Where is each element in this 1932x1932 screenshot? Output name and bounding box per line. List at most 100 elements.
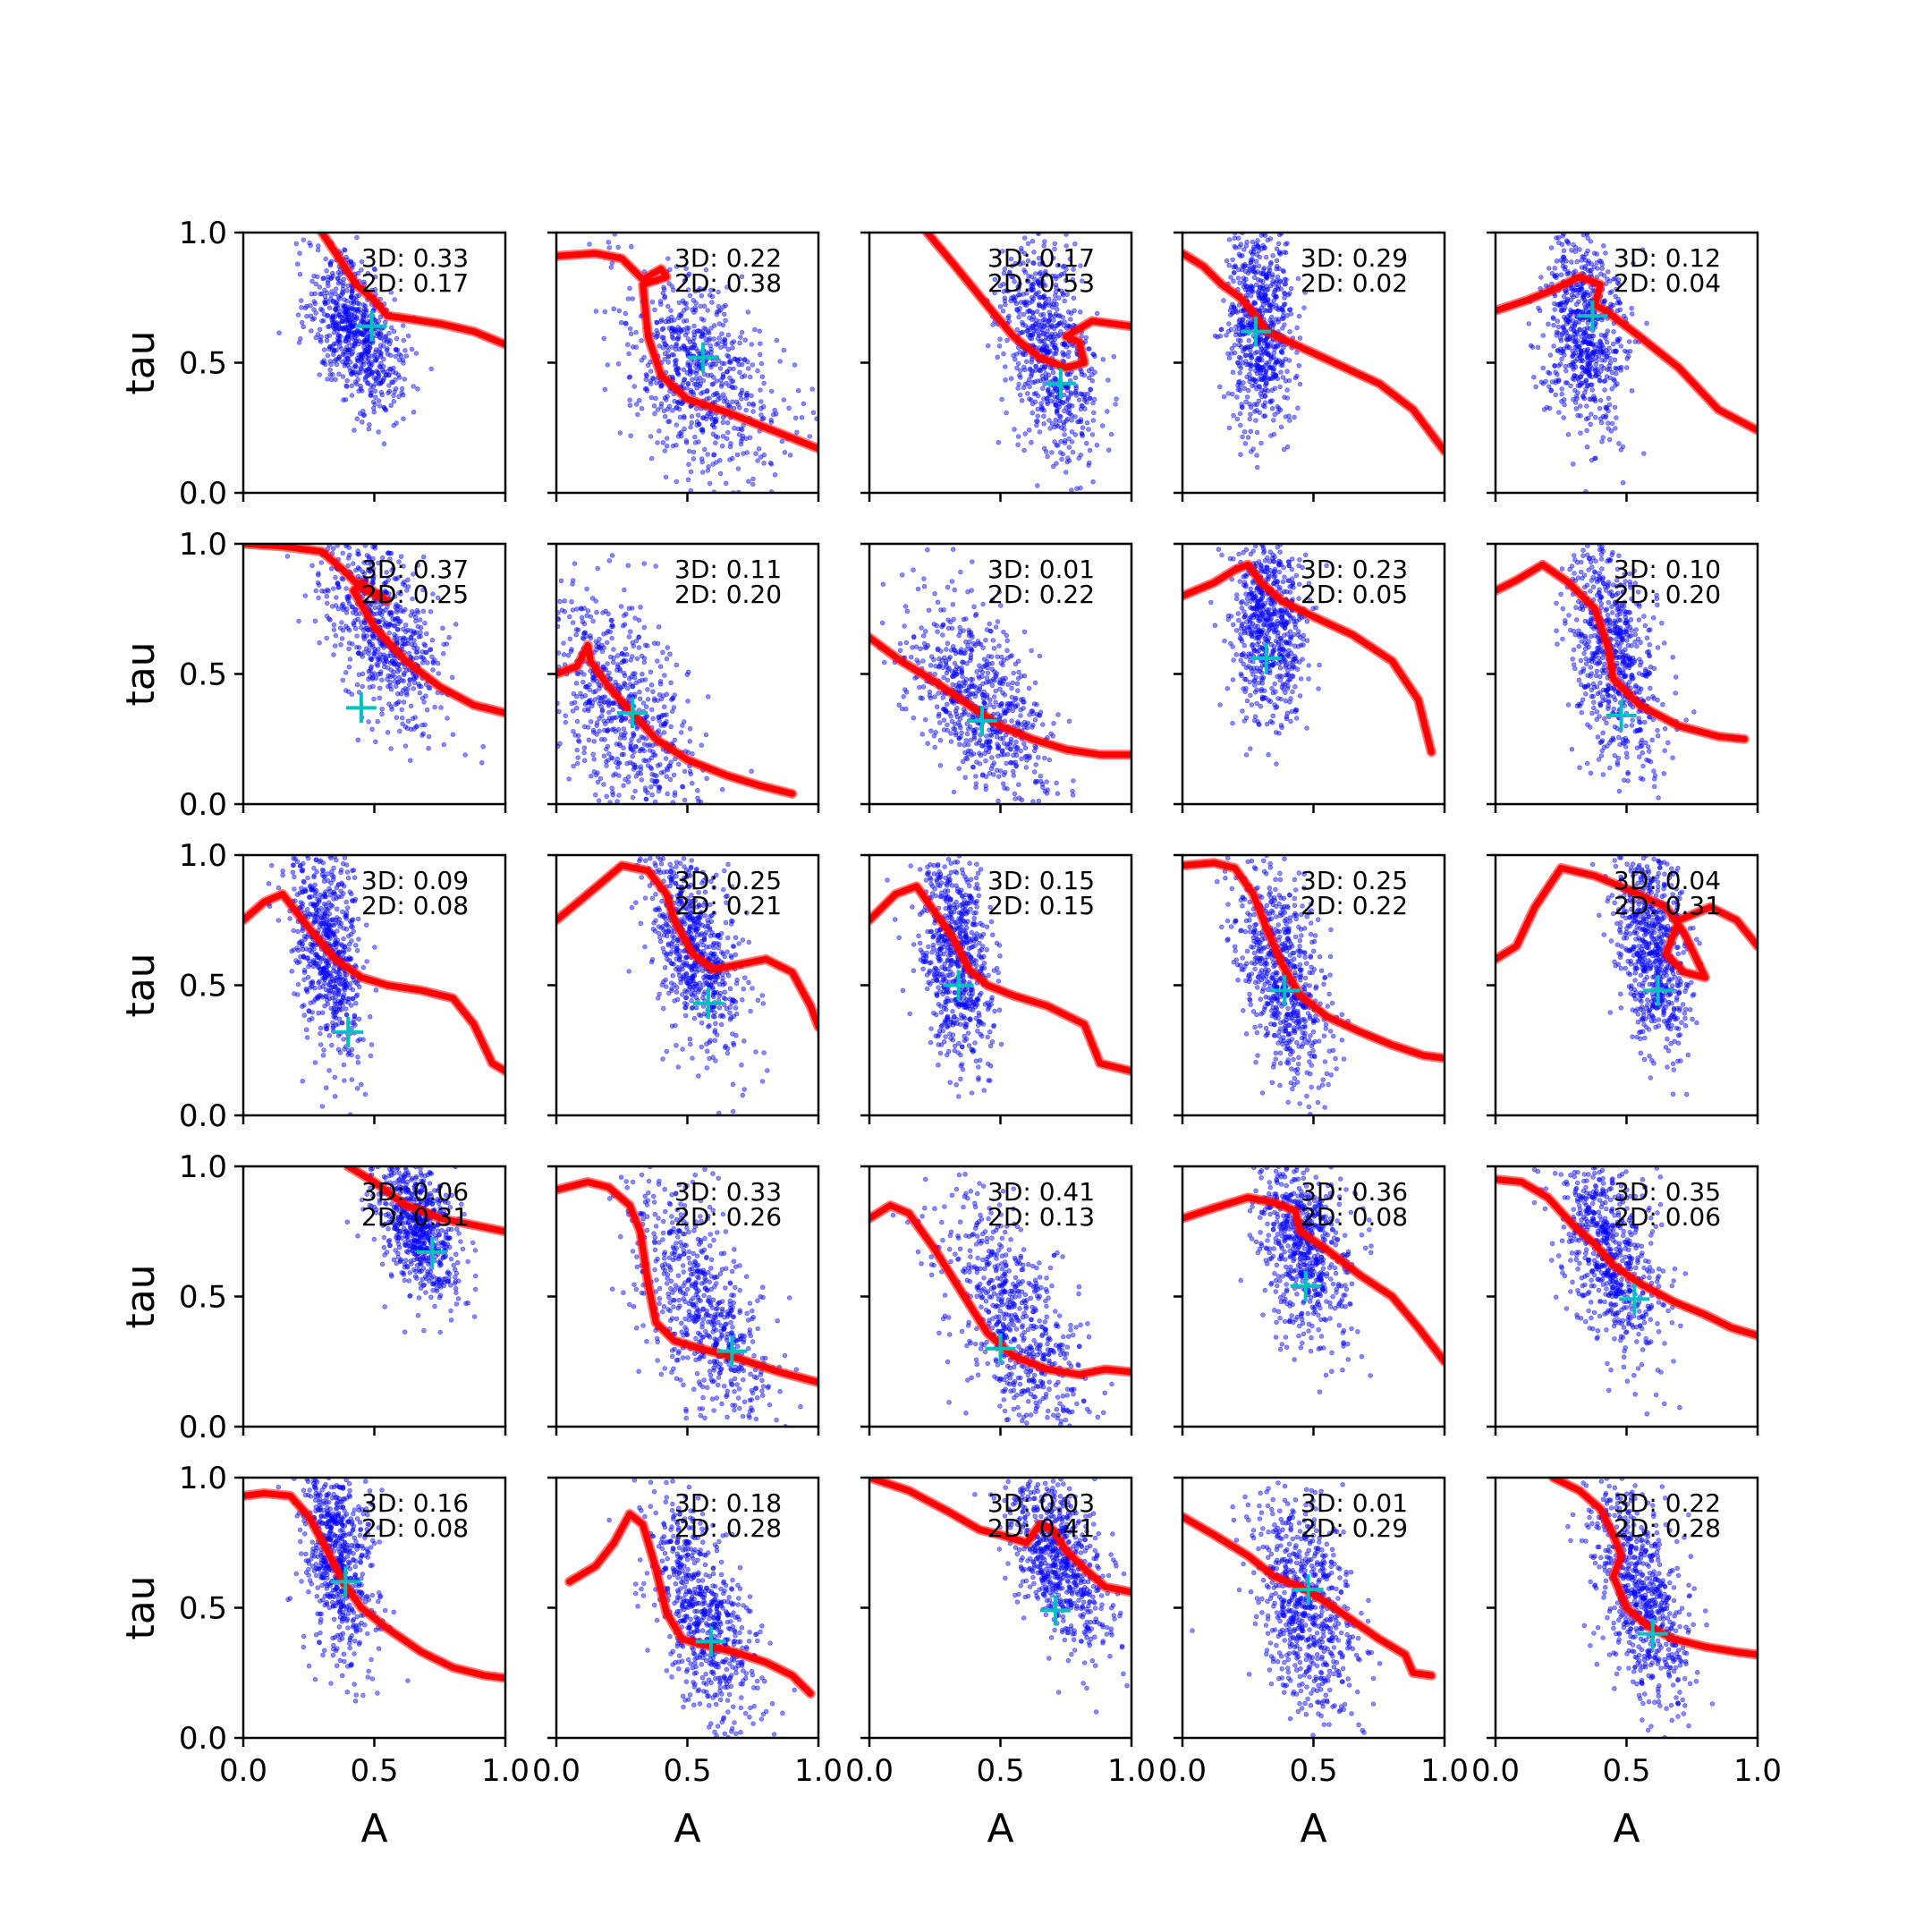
sample-point (652, 781, 657, 787)
sample-point (585, 706, 591, 711)
sample-point (585, 608, 591, 614)
sample-point (367, 556, 372, 562)
sample-point (705, 308, 710, 313)
sample-point (297, 272, 303, 277)
sample-point (1236, 323, 1241, 328)
sample-point (1584, 365, 1589, 370)
sample-point (1061, 419, 1066, 425)
sample-point (665, 394, 670, 399)
sample-point (633, 329, 639, 335)
sample-point (703, 416, 709, 422)
sample-point (1027, 384, 1032, 389)
sample-point (1221, 394, 1227, 400)
sample-point (640, 677, 645, 683)
sample-point (660, 440, 665, 445)
sample-point (1020, 322, 1026, 327)
sample-point (1038, 326, 1043, 333)
sample-point (353, 567, 359, 573)
sample-point (759, 374, 765, 379)
sample-point (358, 365, 364, 371)
sample-point (689, 413, 695, 419)
sample-point (575, 755, 580, 760)
sample-point (719, 331, 724, 336)
sample-point (684, 672, 690, 677)
sample-point (1011, 670, 1016, 676)
sample-point (1023, 299, 1030, 304)
sample-point (1260, 302, 1267, 308)
sample-point (707, 292, 713, 298)
sample-point (993, 688, 998, 694)
sample-point (302, 305, 309, 311)
sample-point (636, 738, 641, 743)
sample-point (1269, 406, 1275, 411)
sample-point (1589, 396, 1594, 402)
sample-point (1558, 338, 1564, 343)
sample-point (640, 735, 646, 741)
sample-point (1288, 311, 1294, 317)
sample-point (402, 672, 407, 678)
sample-point (371, 696, 377, 702)
sample-point (1569, 259, 1574, 265)
sample-point (741, 451, 746, 456)
sample-point (1022, 367, 1028, 373)
sample-point (1286, 413, 1292, 419)
sample-point (317, 372, 322, 377)
sample-point (1615, 337, 1622, 343)
sample-point (1062, 352, 1067, 357)
sample-point (685, 360, 691, 366)
sample-point (605, 362, 610, 368)
sample-point (365, 271, 371, 276)
sample-point (419, 683, 424, 690)
sample-point (1267, 265, 1272, 270)
sample-point (673, 346, 679, 352)
sample-point (1091, 352, 1097, 358)
sample-point (639, 777, 644, 783)
sample-point (655, 407, 661, 412)
sample-point (622, 735, 627, 741)
sample-point (378, 353, 384, 360)
sample-point (370, 566, 377, 572)
sample-point (999, 396, 1004, 402)
sample-point (674, 479, 679, 485)
sample-point (609, 617, 614, 623)
sample-point (1558, 301, 1564, 306)
sample-point (1631, 260, 1636, 267)
sample-point (654, 327, 659, 334)
sample-point (301, 237, 306, 242)
sample-point (965, 751, 970, 757)
sample-point (1599, 439, 1605, 445)
sample-point (321, 318, 326, 324)
score-2d-label: 2D: 0.17 (361, 268, 469, 298)
sample-point (1038, 407, 1045, 412)
sample-point (601, 718, 606, 724)
sample-point (1078, 419, 1084, 425)
sample-point (604, 640, 610, 646)
sample-point (1284, 387, 1290, 393)
sample-point (1083, 441, 1089, 446)
sample-point (420, 655, 426, 660)
sample-point (1033, 271, 1038, 276)
sample-point (590, 751, 596, 757)
sample-point (630, 344, 636, 350)
sample-point (1240, 434, 1245, 440)
sample-point (1041, 364, 1047, 369)
sample-point (1621, 313, 1627, 318)
sample-point (1060, 400, 1066, 406)
sample-point (1238, 242, 1244, 247)
sample-point (441, 650, 446, 657)
sample-point (1271, 366, 1276, 372)
sample-point (683, 301, 689, 306)
sample-point (1580, 287, 1585, 292)
sample-point (618, 732, 624, 737)
sample-point (352, 428, 357, 433)
sample-point (1226, 321, 1232, 326)
sample-point (1262, 394, 1268, 399)
sample-point (665, 419, 671, 424)
sample-point (388, 613, 394, 618)
sample-point (570, 581, 575, 587)
sample-point (1603, 250, 1608, 256)
sample-point (446, 634, 452, 640)
sample-point (1063, 243, 1069, 249)
sample-point (992, 276, 998, 282)
sample-point (1025, 258, 1031, 264)
